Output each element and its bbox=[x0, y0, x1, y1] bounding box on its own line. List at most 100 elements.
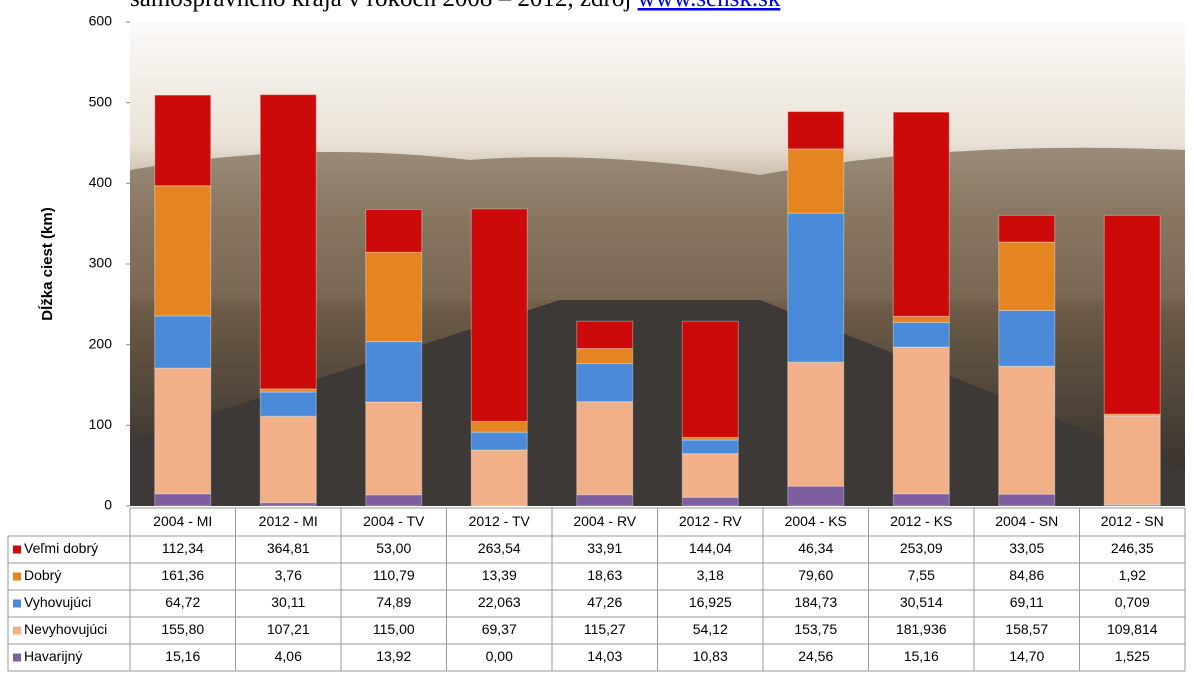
bar-segment bbox=[893, 316, 949, 322]
table-value: 253,09 bbox=[900, 540, 943, 556]
table-value: 153,75 bbox=[794, 621, 837, 637]
bar-segment bbox=[260, 416, 316, 502]
table-value: 47,26 bbox=[587, 594, 622, 610]
x-tick-label: 2004 - MI bbox=[153, 513, 212, 529]
table-value: 24,56 bbox=[798, 648, 833, 664]
table-value: 4,06 bbox=[275, 648, 302, 664]
table-value: 109,814 bbox=[1107, 621, 1158, 637]
bar-segment bbox=[577, 321, 633, 348]
table-value: 46,34 bbox=[798, 540, 833, 556]
table-value: 79,60 bbox=[798, 567, 833, 583]
table-value: 15,16 bbox=[904, 648, 939, 664]
bar-segment bbox=[366, 209, 422, 252]
legend-key bbox=[13, 600, 21, 608]
table-value: 115,27 bbox=[584, 621, 626, 637]
legend-label: Dobrý bbox=[24, 567, 61, 583]
table-value: 181,936 bbox=[896, 621, 947, 637]
x-tick-label: 2004 - TV bbox=[363, 513, 425, 529]
y-tick-label: 100 bbox=[89, 416, 113, 432]
x-tick-label: 2012 - RV bbox=[679, 513, 742, 529]
table-value: 16,925 bbox=[689, 594, 732, 610]
table-value: 115,00 bbox=[373, 621, 415, 637]
bar-segment bbox=[471, 209, 527, 422]
table-value: 84,86 bbox=[1009, 567, 1044, 583]
bar-segment bbox=[260, 95, 316, 389]
table-value: 0,00 bbox=[486, 648, 513, 664]
table-value: 15,16 bbox=[165, 648, 200, 664]
table-value: 30,11 bbox=[271, 594, 305, 610]
x-tick-label: 2012 - KS bbox=[890, 513, 952, 529]
table-value: 3,18 bbox=[697, 567, 724, 583]
bar-segment bbox=[471, 450, 527, 506]
table-value: 158,57 bbox=[1005, 621, 1048, 637]
table-value: 54,12 bbox=[693, 621, 728, 637]
bar-segment bbox=[788, 149, 844, 213]
table-value: 7,55 bbox=[908, 567, 935, 583]
table-value: 69,11 bbox=[1010, 594, 1044, 610]
bar-segment bbox=[788, 112, 844, 149]
table-value: 22,063 bbox=[478, 594, 521, 610]
bar-segment bbox=[366, 342, 422, 402]
bar-segment bbox=[471, 432, 527, 450]
y-tick-label: 300 bbox=[89, 255, 113, 271]
table-value: 144,04 bbox=[689, 540, 732, 556]
table-value: 263,54 bbox=[478, 540, 521, 556]
bar-segment bbox=[155, 95, 211, 186]
legend-key bbox=[13, 654, 21, 662]
bar-segment bbox=[155, 316, 211, 368]
legend-label: Vyhovujúci bbox=[24, 594, 91, 610]
x-tick-label: 2012 - SN bbox=[1101, 513, 1164, 529]
table-value: 10,83 bbox=[693, 648, 728, 664]
caption-link[interactable]: www.sensk.sk bbox=[638, 0, 781, 12]
legend-key bbox=[13, 627, 21, 635]
legend-label: Nevyhovujúci bbox=[24, 621, 107, 637]
table-value: 18,63 bbox=[587, 567, 622, 583]
bar-segment bbox=[366, 402, 422, 495]
table-value: 74,89 bbox=[376, 594, 411, 610]
legend-label: Havarijný bbox=[24, 648, 82, 664]
bar-segment bbox=[577, 495, 633, 506]
bar-segment bbox=[999, 310, 1055, 366]
caption: samosprávneho kraja v rokoch 2008 – 2012… bbox=[130, 0, 781, 12]
x-tick-label: 2012 - MI bbox=[259, 513, 318, 529]
legend-key bbox=[13, 573, 21, 581]
table-value: 14,70 bbox=[1009, 648, 1044, 664]
table-value: 1,525 bbox=[1115, 648, 1150, 664]
table-value: 33,91 bbox=[587, 540, 622, 556]
bar-segment bbox=[999, 242, 1055, 310]
y-tick-label: 0 bbox=[104, 497, 112, 513]
y-axis-label: Dĺžka ciest (km) bbox=[38, 207, 56, 320]
table-value: 30,514 bbox=[900, 594, 943, 610]
bar-segment bbox=[682, 497, 738, 506]
bar-segment bbox=[788, 213, 844, 362]
legend-label: Veľmi dobrý bbox=[24, 540, 98, 556]
chart: samosprávneho kraja v rokoch 2008 – 2012… bbox=[0, 0, 1194, 679]
table-value: 1,92 bbox=[1119, 567, 1146, 583]
x-tick-label: 2012 - TV bbox=[469, 513, 531, 529]
bar-segment bbox=[788, 486, 844, 506]
table-value: 14,03 bbox=[587, 648, 622, 664]
table-value: 3,76 bbox=[275, 567, 302, 583]
bar-segment bbox=[682, 440, 738, 454]
bar-segment bbox=[155, 186, 211, 316]
bar-segment bbox=[999, 215, 1055, 242]
bar-segment bbox=[788, 362, 844, 486]
y-tick-label: 200 bbox=[89, 335, 113, 351]
bar-segment bbox=[366, 252, 422, 341]
table-value: 107,21 bbox=[267, 621, 310, 637]
table-value: 69,37 bbox=[482, 621, 517, 637]
bar-segment bbox=[999, 494, 1055, 506]
bar-segment bbox=[1104, 215, 1160, 414]
bar-segment bbox=[155, 494, 211, 506]
legend-key bbox=[13, 546, 21, 554]
x-tick-label: 2004 - SN bbox=[995, 513, 1058, 529]
table-value: 161,36 bbox=[161, 567, 204, 583]
table-value: 53,00 bbox=[376, 540, 411, 556]
table-value: 13,92 bbox=[376, 648, 411, 664]
table-value: 13,39 bbox=[482, 567, 517, 583]
bar-segment bbox=[893, 347, 949, 494]
bar-segment bbox=[155, 368, 211, 494]
bar-segment bbox=[577, 402, 633, 495]
bar-segment bbox=[260, 392, 316, 416]
table-value: 184,73 bbox=[794, 594, 837, 610]
